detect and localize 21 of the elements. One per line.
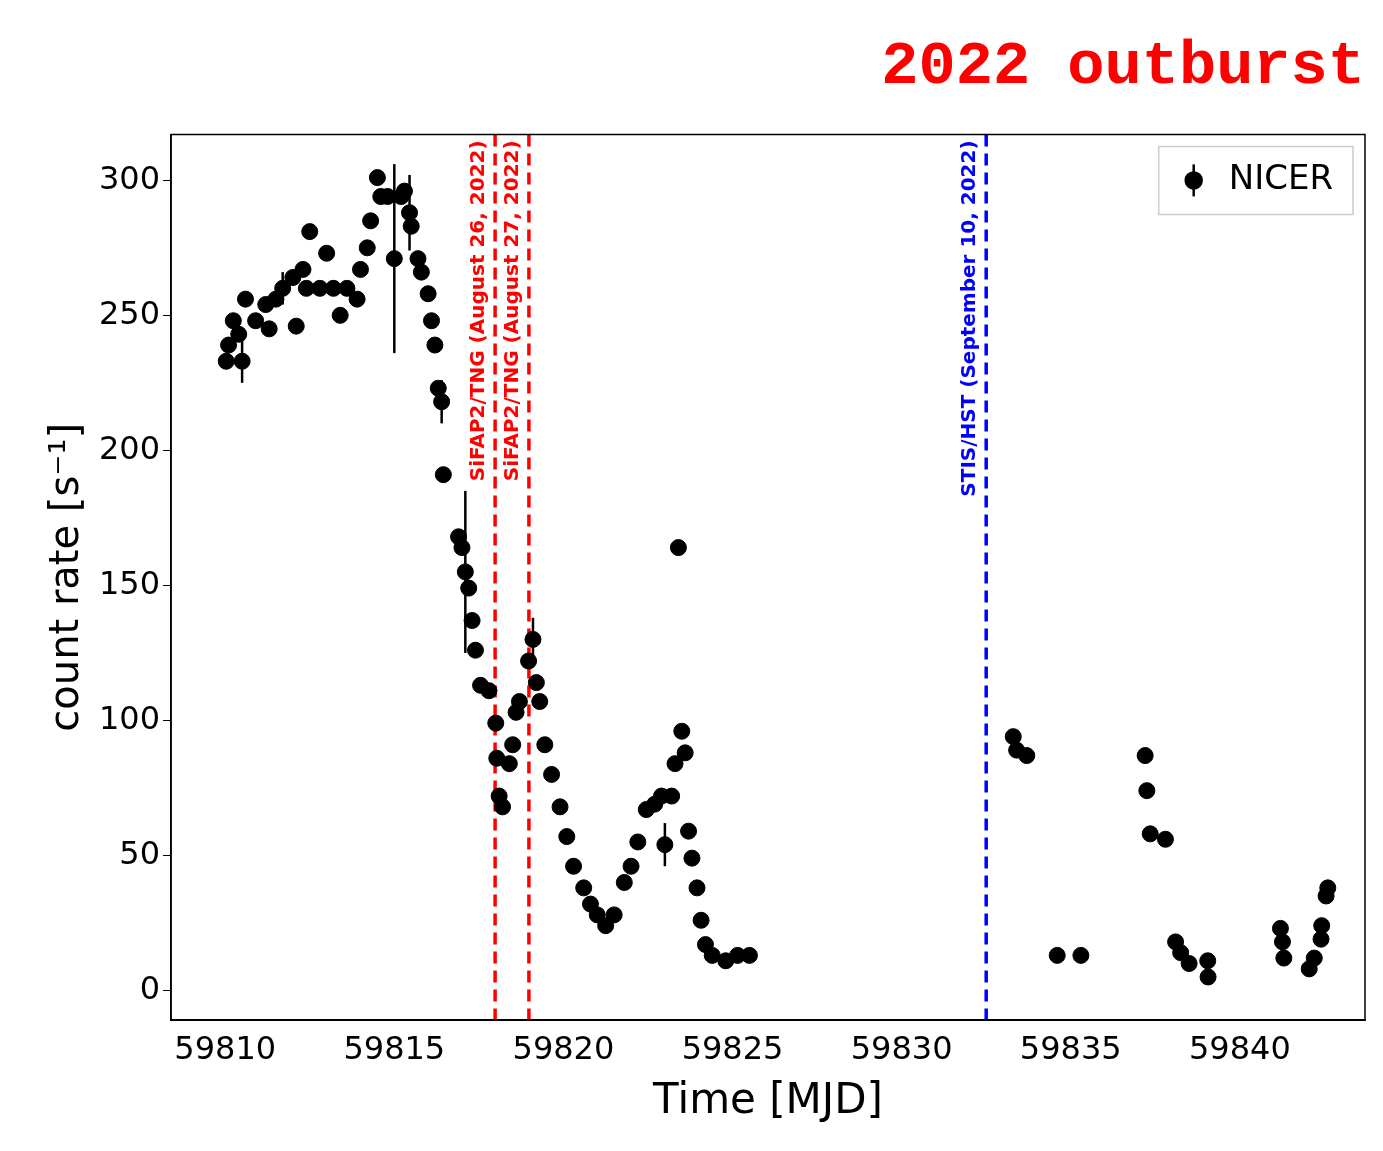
x-tick-label: 59810 <box>174 1028 277 1067</box>
x-tick-label: 59815 <box>343 1028 446 1067</box>
x-tick-label: 59820 <box>512 1028 615 1067</box>
y-tick-label: 200 <box>99 428 161 467</box>
y-tick-label: 100 <box>99 698 161 737</box>
x-tick-label: 59835 <box>1019 1028 1122 1067</box>
ref-line-label: STIS/HST (September 10, 2022) <box>956 140 981 497</box>
x-tick-label: 59840 <box>1188 1028 1291 1067</box>
x-axis-title: Time [MJD] <box>652 1073 883 1123</box>
legend-label: NICER <box>1228 157 1333 198</box>
y-tick-label: 150 <box>99 563 161 602</box>
x-tick-label: 59830 <box>850 1028 953 1067</box>
y-tick-label: 300 <box>99 158 161 197</box>
ref-line-label: SiFAP2/TNG (August 26, 2022) <box>465 140 490 482</box>
y-axis-title: count rate [s⁻¹] <box>41 422 88 732</box>
chart-title: 2022 outburst <box>881 30 1365 102</box>
y-tick-label: 250 <box>99 293 161 332</box>
y-tick-label: 50 <box>119 833 161 872</box>
y-tick-label: 0 <box>139 968 161 1007</box>
x-tick-label: 59825 <box>681 1028 784 1067</box>
ref-line-label: SiFAP2/TNG (August 27, 2022) <box>499 140 524 482</box>
